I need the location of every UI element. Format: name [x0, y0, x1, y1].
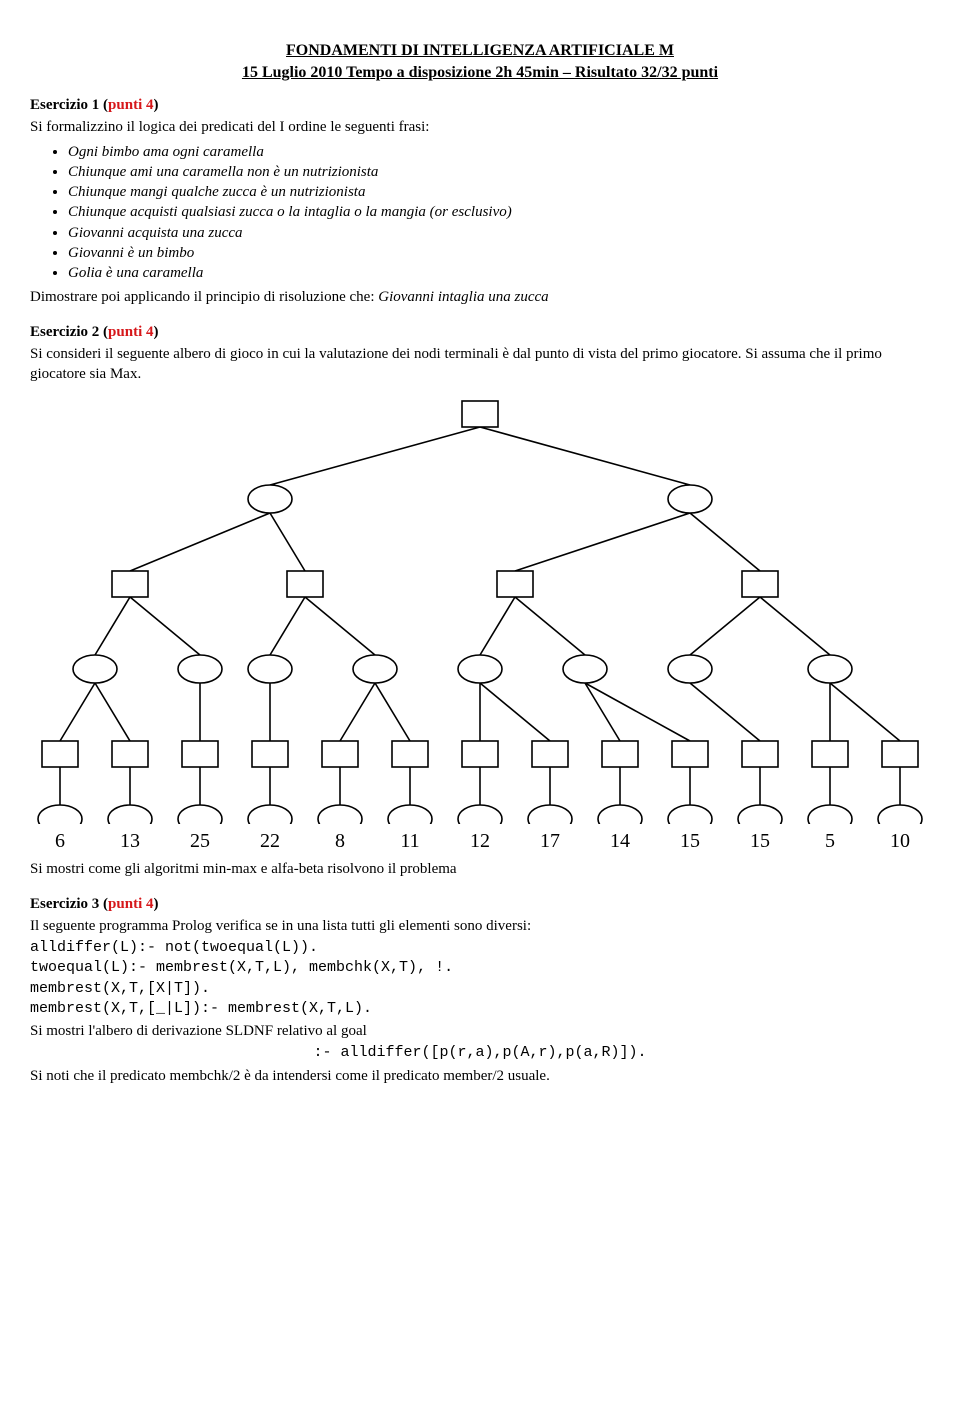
ex3-goal: :- alldiffer([p(r,a),p(A,r),p(a,R)]).: [30, 1043, 930, 1063]
leaf-value: 17: [525, 828, 575, 855]
ex1-bullet-item: Giovanni acquista una zucca: [68, 223, 930, 243]
leaf-value: 11: [385, 828, 435, 855]
ex3-heading: Esercizio 3 (punti 4): [30, 894, 930, 914]
ex1-punti: punti 4: [108, 97, 153, 113]
ex3-after2: Si noti che il predicato membchk/2 è da …: [30, 1066, 930, 1086]
leaf-value: 25: [175, 828, 225, 855]
ex3-heading-post: ): [154, 896, 159, 912]
title-line-2: 15 Luglio 2010 Tempo a disposizione 2h 4…: [30, 62, 930, 84]
ex2-after-tree: Si mostri come gli algoritmi min-max e a…: [30, 859, 930, 879]
code-line: alldiffer(L):- not(twoequal(L)).: [30, 938, 930, 958]
ex2-heading: Esercizio 2 (punti 4): [30, 322, 930, 342]
ex2-punti: punti 4: [108, 324, 153, 340]
ex1-after-pre: Dimostrare poi applicando il principio d…: [30, 289, 378, 305]
title-line-1: FONDAMENTI DI INTELLIGENZA ARTIFICIALE M: [30, 40, 930, 62]
leaf-value: 22: [245, 828, 295, 855]
ex1-after-italic: Giovanni intaglia una zucca: [378, 289, 548, 305]
ex1-bullet-item: Golia è una caramella: [68, 263, 930, 283]
leaf-value-row: 6 13 25 22 8 11 12 17 14 15 15 5 10: [30, 828, 930, 854]
leaf-value: 14: [595, 828, 645, 855]
ex2-para: Si consideri il seguente albero di gioco…: [30, 344, 930, 385]
code-line: twoequal(L):- membrest(X,T,L), membchk(X…: [30, 958, 930, 978]
ex3-heading-pre: Esercizio 3 (: [30, 896, 108, 912]
ex3-code-block: alldiffer(L):- not(twoequal(L)).twoequal…: [30, 938, 930, 1019]
ex3-after1: Si mostri l'albero di derivazione SLDNF …: [30, 1021, 930, 1041]
code-line: membrest(X,T,[_|L]):- membrest(X,T,L).: [30, 999, 930, 1019]
game-tree: 6 13 25 22 8 11 12 17 14 15 15 5 10: [30, 394, 930, 854]
ex1-bullet-item: Chiunque acquisti qualsiasi zucca o la i…: [68, 202, 930, 222]
ex2-heading-post: ): [154, 324, 159, 340]
ex1-heading-post: ): [154, 97, 159, 113]
leaf-value: 10: [875, 828, 925, 855]
leaf-value: 15: [665, 828, 715, 855]
ex3-punti: punti 4: [108, 896, 153, 912]
ex1-intro: Si formalizzino il logica dei predicati …: [30, 117, 930, 137]
code-line: membrest(X,T,[X|T]).: [30, 979, 930, 999]
leaf-value: 13: [105, 828, 155, 855]
game-tree-svg: [30, 394, 930, 824]
leaf-value: 6: [35, 828, 85, 855]
leaf-value: 5: [805, 828, 855, 855]
ex3-intro: Il seguente programma Prolog verifica se…: [30, 916, 930, 936]
leaf-value: 12: [455, 828, 505, 855]
ex1-bullet-item: Chiunque ami una caramella non è un nutr…: [68, 162, 930, 182]
ex1-bullet-list: Ogni bimbo ama ogni caramellaChiunque am…: [68, 142, 930, 284]
leaf-value: 8: [315, 828, 365, 855]
ex2-heading-pre: Esercizio 2 (: [30, 324, 108, 340]
ex1-heading: Esercizio 1 (punti 4): [30, 95, 930, 115]
ex1-bullet-item: Ogni bimbo ama ogni caramella: [68, 142, 930, 162]
ex1-bullet-item: Chiunque mangi qualche zucca è un nutriz…: [68, 182, 930, 202]
ex1-heading-pre: Esercizio 1 (: [30, 97, 108, 113]
page-header: FONDAMENTI DI INTELLIGENZA ARTIFICIALE M…: [30, 40, 930, 83]
ex1-bullet-item: Giovanni è un bimbo: [68, 243, 930, 263]
ex1-after: Dimostrare poi applicando il principio d…: [30, 287, 930, 307]
leaf-value: 15: [735, 828, 785, 855]
